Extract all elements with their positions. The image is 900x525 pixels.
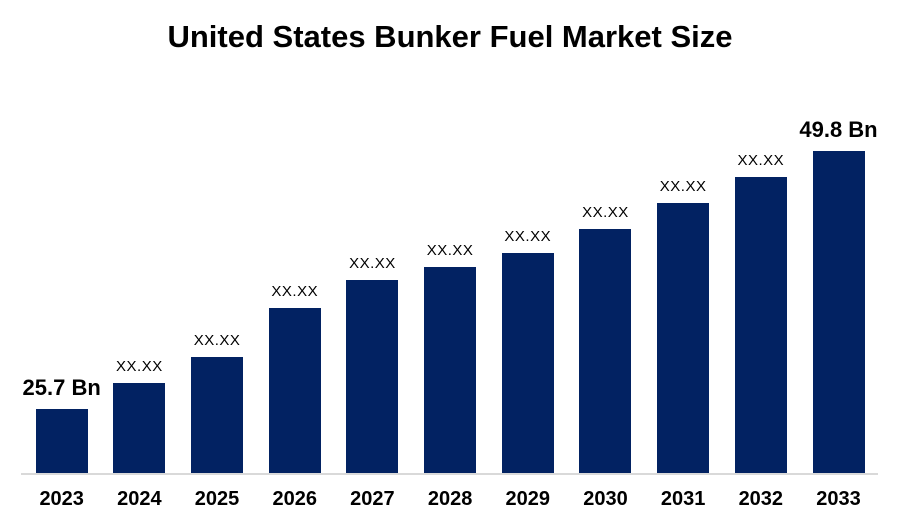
bar-value-label-2028: XX.XX: [426, 242, 474, 259]
bar-2030: [579, 229, 632, 473]
bar-2024: [113, 383, 166, 473]
bar-value-label-2030: XX.XX: [582, 204, 629, 221]
bar-2033: [812, 151, 865, 473]
bar-value-label-2031: XX.XX: [659, 178, 707, 195]
bar-value-label-2033: 49.8 Bn: [799, 117, 878, 142]
bar-value-label-2025: XX.XX: [193, 332, 241, 349]
x-tick-2030: 2030: [583, 488, 628, 510]
bar-2028: [424, 267, 477, 473]
bar-2025: [191, 357, 244, 473]
bar-value-label-2029: XX.XX: [504, 228, 552, 245]
x-tick-2027: 2027: [350, 488, 395, 510]
x-tick-2028: 2028: [427, 488, 473, 510]
bar-value-label-2023: 25.7 Bn: [22, 375, 101, 400]
bar-value-label-2032: XX.XX: [737, 152, 785, 169]
bar-2029: [501, 253, 554, 473]
bar-2027: [346, 280, 399, 473]
bar-2023: [35, 409, 88, 473]
bar-value-label-2027: XX.XX: [349, 255, 396, 272]
bar-value-label-2024: XX.XX: [116, 358, 163, 375]
x-tick-2023: 2023: [39, 488, 84, 510]
x-tick-2025: 2025: [194, 488, 240, 510]
bar-2026: [268, 308, 321, 473]
x-tick-2024: 2024: [117, 488, 162, 510]
bar-value-label-2026: XX.XX: [271, 283, 319, 300]
x-tick-2026: 2026: [272, 488, 317, 510]
chart-title: United States Bunker Fuel Market Size: [167, 19, 733, 54]
bar-2031: [657, 203, 710, 473]
x-tick-2031: 2031: [660, 488, 706, 510]
bar-2032: [734, 177, 787, 473]
x-tick-2033: 2033: [816, 488, 861, 510]
x-tick-2029: 2029: [505, 488, 551, 510]
x-axis-line: [21, 473, 878, 475]
x-tick-2032: 2032: [738, 488, 784, 510]
